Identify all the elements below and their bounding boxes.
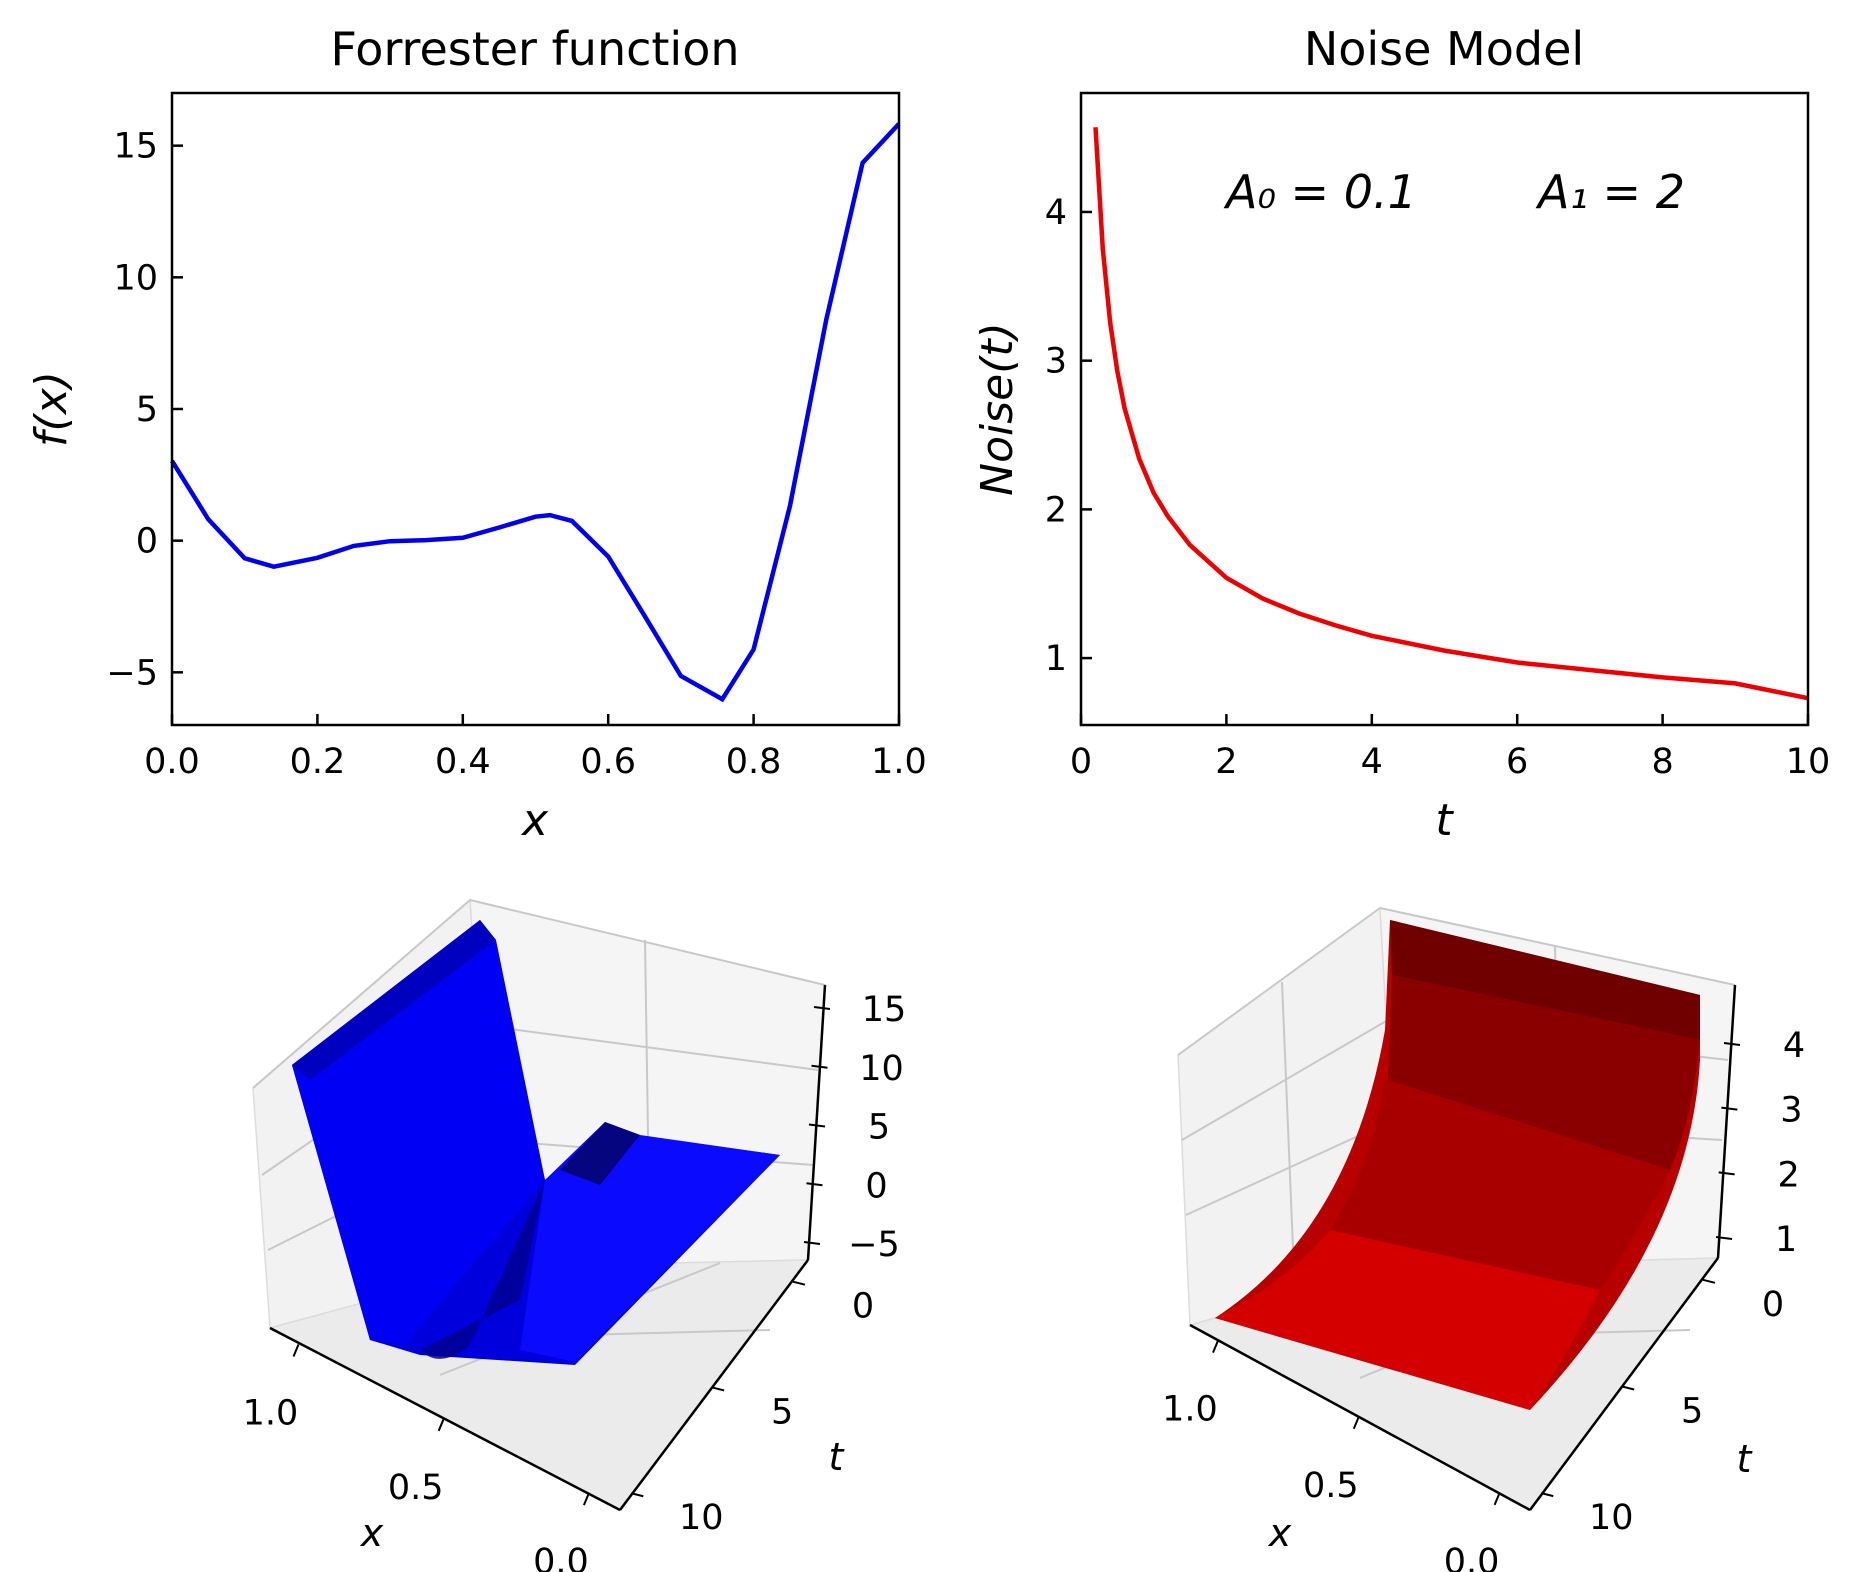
surface-x-label: x	[360, 1511, 384, 1555]
z-tick-mark	[813, 1006, 831, 1010]
annotation-a0: A₀ = 0.1	[1223, 165, 1417, 219]
x-tick-label: 0.5	[388, 1468, 444, 1508]
x-tick-label: 1.0	[871, 742, 927, 782]
z-tick-label: 5	[868, 1108, 890, 1148]
t-tick-mark	[631, 1492, 644, 1498]
x-tick-label: 0.8	[726, 742, 782, 782]
z-tick-label: 15	[862, 990, 907, 1030]
t-tick-mark	[1621, 1385, 1635, 1391]
z-tick-mark	[811, 1064, 828, 1069]
surface-t-label: t	[1737, 1437, 1754, 1481]
x-tick-mark	[437, 1418, 445, 1432]
forrester-surface-panel: 1.0 0.5 0.0 0 5 10 15 10 5 0 −5 x t	[243, 898, 907, 1572]
forrester-plot-frame	[170, 91, 901, 727]
x-tick-label: 0.6	[580, 742, 636, 782]
y-tick-label: 2	[1045, 490, 1067, 530]
surface-x-label: x	[1268, 1511, 1292, 1555]
forrester-surface	[292, 920, 780, 1365]
x-tick-label: 2	[1215, 742, 1237, 782]
t-tick-label: 0	[1762, 1285, 1784, 1325]
forrester-series-line	[170, 122, 901, 703]
t-tick-mark	[1541, 1492, 1554, 1498]
surface-grid-left	[1177, 907, 1394, 1298]
noise-surface	[1215, 920, 1700, 1410]
x-tick-mark	[1352, 1416, 1360, 1430]
z-tick-mark	[1723, 1042, 1741, 1046]
z-tick-label: 4	[1783, 1026, 1805, 1066]
x-tick-label: 0.0	[144, 742, 200, 782]
t-tick-label: 10	[1589, 1498, 1634, 1538]
y-tick-label: 0	[136, 522, 158, 562]
z-tick-label: 10	[859, 1049, 904, 1089]
x-tick-label: 10	[1786, 742, 1831, 782]
x-tick-label: 0	[1070, 742, 1092, 782]
z-tick-label: 0	[865, 1166, 887, 1206]
y-tick-label: 15	[113, 127, 158, 167]
surface-t-label: t	[829, 1435, 846, 1479]
noise-surface-panel: 1.0 0.5 0.0 0 5 10 4 3 2 1 x t	[1162, 906, 1805, 1572]
z-tick-mark	[808, 1123, 826, 1128]
y-tick-label: 5	[136, 390, 158, 430]
x-tick-label: 0.2	[290, 742, 346, 782]
x-tick-label: 6	[1506, 742, 1528, 782]
y-tick-label: 4	[1045, 193, 1067, 233]
surface-axes	[1189, 984, 1737, 1512]
z-tick-mark	[1721, 1106, 1738, 1111]
z-tick-mark	[806, 1182, 823, 1187]
x-tick-label: 8	[1651, 742, 1673, 782]
x-tick-label: 1.0	[1162, 1390, 1218, 1430]
y-tick-label: 3	[1045, 342, 1067, 382]
z-tick-mark	[1718, 1171, 1735, 1176]
x-tick-mark	[1212, 1340, 1219, 1354]
z-tick-label: −5	[848, 1225, 900, 1265]
x-tick-mark	[292, 1344, 300, 1357]
x-tick-label: 0.4	[435, 742, 491, 782]
noise-series-line	[1093, 127, 1809, 701]
noise-y-label: Noise(t)	[972, 322, 1023, 496]
z-tick-label: 2	[1778, 1155, 1800, 1195]
x-tick-mark	[1493, 1492, 1501, 1506]
x-tick-label: 0.0	[1444, 1542, 1500, 1572]
surface-axes	[269, 984, 827, 1512]
x-tick-label: 0.0	[533, 1542, 589, 1572]
noise-title: Noise Model	[1304, 22, 1584, 76]
annotation-a1: A₁ = 2	[1535, 165, 1685, 219]
x-tick-label: 4	[1361, 742, 1383, 782]
forrester-y-label: f(x)	[26, 371, 77, 447]
x-tick-label: 1.0	[243, 1393, 299, 1433]
z-tick-label: 3	[1780, 1091, 1802, 1131]
t-tick-label: 0	[852, 1287, 874, 1327]
x-tick-label: 0.5	[1303, 1466, 1359, 1506]
t-tick-mark	[1702, 1278, 1716, 1284]
z-tick-label: 1	[1775, 1220, 1797, 1260]
z-tick-mark	[1715, 1236, 1733, 1240]
forrester-x-label: x	[520, 795, 549, 846]
y-tick-label: −5	[106, 653, 158, 693]
noise-plot-frame	[1079, 91, 1810, 727]
t-tick-label: 10	[679, 1498, 724, 1538]
t-tick-mark	[792, 1280, 806, 1286]
noise-x-label: t	[1435, 795, 1454, 846]
forrester-title: Forrester function	[330, 22, 739, 76]
t-tick-label: 5	[771, 1392, 793, 1432]
x-tick-mark	[582, 1492, 590, 1506]
t-tick-mark	[711, 1386, 725, 1392]
t-tick-label: 5	[1681, 1391, 1703, 1431]
y-tick-label: 10	[113, 258, 158, 298]
forrester-panel: Forrester function 0.0 0.2 0.4 0.6 0.8 1.0 −5 0…	[26, 22, 927, 846]
y-tick-label: 1	[1045, 639, 1067, 679]
z-tick-mark	[803, 1241, 821, 1245]
